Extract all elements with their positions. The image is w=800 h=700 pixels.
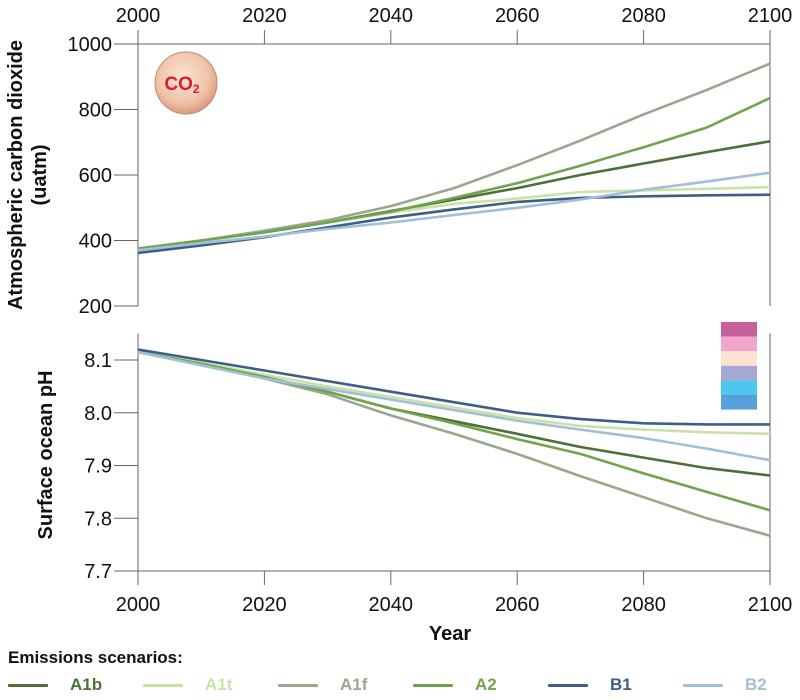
bottom-year-axis: 2000 2020 2040 2060 2080 2100 — [116, 570, 793, 616]
top-x-tick-label: 2020 — [242, 5, 287, 27]
co2-series-b2 — [137, 171, 771, 252]
ph-y-axis-title: Surface ocean pH — [35, 371, 57, 540]
bottom-x-tick-label: 2060 — [495, 594, 540, 616]
bottom-x-tick-label: 2100 — [748, 594, 793, 616]
ph-y-tick-label: 8.1 — [84, 350, 112, 372]
ph-color-swatch — [721, 322, 757, 337]
top-x-tick-label: 2080 — [621, 5, 666, 27]
ph-y-tick-label: 7.7 — [84, 561, 112, 583]
ph-y-tick-label: 7.8 — [84, 508, 112, 530]
co2-y-tick-label: 200 — [79, 296, 112, 318]
co2-y-axis-title: Atmospheric carbon dioxide (uatm) — [5, 40, 51, 310]
x-axis-title: Year — [429, 623, 471, 645]
bottom-x-tick-label: 2020 — [242, 594, 287, 616]
ph-color-swatch — [721, 365, 757, 381]
co2-badge-icon: CO2 — [154, 51, 218, 115]
ph-y-tick-label: 8.0 — [84, 403, 112, 425]
legend: A1b A1t A1f A2 B1 B2 — [0, 672, 800, 698]
legend-swatch — [413, 684, 453, 687]
ph-color-scale — [721, 322, 757, 410]
ph-color-swatch — [721, 380, 757, 395]
co2-badge-text: CO2 — [164, 74, 200, 96]
legend-swatch — [8, 684, 48, 687]
co2-y-tick-label: 800 — [79, 100, 112, 122]
ph-color-swatch — [721, 351, 757, 366]
co2-series-a1f — [137, 62, 771, 250]
co2-y-tick-label: 600 — [79, 165, 112, 187]
ph-color-swatch — [721, 336, 757, 352]
legend-label: A1t — [205, 675, 233, 694]
ph-series-a2 — [137, 350, 771, 512]
top-year-axis: 2000 2020 2040 2060 2080 2100 — [116, 5, 793, 45]
top-x-tick-label: 2040 — [369, 5, 414, 27]
co2-series-a2 — [137, 96, 771, 250]
ph-y-tick-label: 7.9 — [84, 456, 112, 478]
co2-badge-circle — [154, 51, 218, 115]
co2-y-tick-label: 400 — [79, 231, 112, 253]
legend-swatch — [278, 684, 318, 687]
co2-y-tick-label: 1000 — [68, 34, 113, 56]
bottom-x-tick-label: 2000 — [116, 594, 161, 616]
legend-title: Emissions scenarios: — [8, 648, 183, 667]
legend-label: A1b — [70, 675, 103, 694]
ph-panel: 7.7 7.8 7.9 8.0 8.1 Surface ocean pH — [35, 322, 771, 583]
ph-series-a1t — [137, 350, 771, 436]
legend-label: A2 — [475, 675, 497, 694]
top-x-tick-label: 2060 — [495, 5, 540, 27]
ph-color-swatch — [721, 395, 757, 410]
bottom-x-tick-label: 2080 — [621, 594, 666, 616]
bottom-x-tick-label: 2040 — [369, 594, 414, 616]
legend-swatch — [548, 684, 588, 687]
top-x-tick-label: 2000 — [116, 5, 161, 27]
co2-panel: 200 400 600 800 1000 Atmospheric carbon dioxi… — [5, 34, 771, 318]
chart-canvas: 200 400 600 800 1000 Atmospheric carbon dioxi… — [5, 5, 793, 645]
legend-swatch — [683, 684, 723, 687]
ph-series-b2 — [137, 350, 771, 462]
ph-series-b1 — [137, 348, 770, 426]
legend-swatch — [143, 684, 183, 687]
legend-label: B2 — [745, 675, 767, 694]
legend-label: A1f — [340, 675, 368, 694]
co2-y-axis-title-line: (uatm) — [29, 144, 51, 205]
legend-label: B1 — [610, 675, 632, 694]
top-x-tick-label: 2100 — [748, 5, 793, 27]
co2-y-axis-title-line: Atmospheric carbon dioxide — [5, 40, 27, 310]
